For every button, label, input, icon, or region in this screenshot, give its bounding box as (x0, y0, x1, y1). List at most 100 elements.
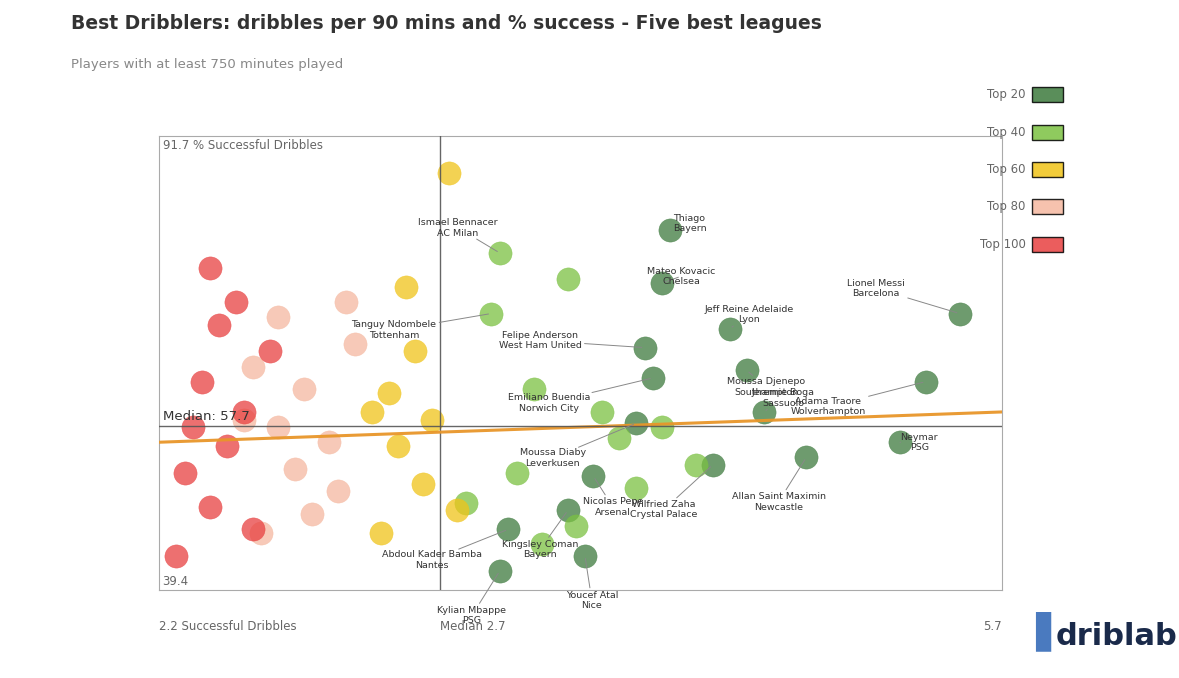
Point (371, 527, 390, 538)
Point (388, 441, 407, 452)
Text: Top 20: Top 20 (987, 88, 1026, 102)
Point (345, 338, 364, 349)
Text: Moussa Diaby
Leverkusen: Moussa Diaby Leverkusen (520, 424, 633, 468)
Text: Tanguy Ndombele
Tottenham: Tanguy Ndombele Tottenham (351, 314, 488, 340)
Text: Kylian Mbappe
PSG: Kylian Mbappe PSG (437, 574, 507, 625)
Point (737, 365, 756, 376)
Text: Jeremie Boga
Sassuolo: Jeremie Boga Sassuolo (752, 388, 815, 410)
Text: Youcef Atal
Nice: Youcef Atal Nice (566, 559, 618, 610)
Point (192, 376, 211, 387)
Point (652, 422, 671, 433)
Point (422, 414, 441, 425)
Point (755, 407, 773, 418)
Point (200, 501, 219, 512)
Point (440, 168, 459, 179)
Point (184, 422, 203, 433)
Point (176, 467, 195, 478)
Text: Felipe Anderson
West Ham United: Felipe Anderson West Ham United (499, 331, 641, 351)
Text: Best Dribblers: dribbles per 90 mins and % success - Five best leagues: Best Dribblers: dribbles per 90 mins and… (71, 14, 822, 33)
Point (703, 460, 722, 471)
Point (396, 281, 415, 292)
Point (166, 551, 185, 561)
Point (626, 418, 645, 428)
Point (269, 422, 288, 433)
Text: Nicolas Pepe
Arsenal: Nicolas Pepe Arsenal (582, 479, 643, 517)
Point (243, 524, 262, 535)
Text: Abdoul Kader Bamba
Nantes: Abdoul Kader Bamba Nantes (382, 530, 506, 570)
Text: Median 2.7: Median 2.7 (440, 620, 506, 633)
Text: Top 40: Top 40 (987, 125, 1026, 139)
Point (226, 297, 245, 308)
Point (567, 520, 586, 531)
Point (261, 346, 279, 357)
Text: 39.4: 39.4 (163, 574, 189, 588)
Point (533, 539, 552, 550)
Text: Neymar
PSG: Neymar PSG (900, 433, 938, 452)
Point (890, 437, 909, 447)
Point (363, 407, 382, 418)
Point (559, 505, 578, 516)
Text: Allan Saint Maximin
Newcastle: Allan Saint Maximin Newcastle (731, 460, 825, 511)
Text: Mateo Kovacic
Chelsea: Mateo Kovacic Chelsea (647, 266, 716, 286)
Point (490, 247, 509, 258)
Text: 91.7 % Successful Dribbles: 91.7 % Successful Dribbles (163, 140, 323, 153)
Point (235, 407, 253, 418)
Point (243, 361, 262, 372)
Text: Emiliano Buendia
Norwich City: Emiliano Buendia Norwich City (508, 378, 651, 413)
Point (644, 372, 663, 383)
Text: Jeff Reine Adelaide
Lyon: Jeff Reine Adelaide Lyon (705, 305, 793, 327)
Text: Thiago
Bayern: Thiago Bayern (670, 214, 706, 233)
Point (456, 498, 475, 508)
Point (525, 384, 544, 395)
Point (380, 388, 399, 399)
Text: 5.7: 5.7 (983, 620, 1002, 633)
Point (720, 323, 739, 334)
Text: Top 80: Top 80 (987, 200, 1026, 214)
Point (916, 376, 935, 387)
Point (252, 527, 271, 538)
Point (652, 278, 671, 289)
Point (950, 308, 969, 319)
Point (303, 508, 322, 519)
Point (218, 441, 237, 452)
Point (797, 452, 816, 463)
Point (507, 467, 526, 478)
Text: Median: 57.7: Median: 57.7 (163, 410, 249, 423)
Text: 2.2 Successful Dribbles: 2.2 Successful Dribbles (159, 620, 297, 633)
Point (610, 433, 628, 444)
Point (686, 460, 705, 471)
Text: Ismael Bennacer
AC Milan: Ismael Bennacer AC Milan (419, 218, 498, 252)
Text: driblab: driblab (1055, 622, 1177, 651)
Text: Moussa Djenepo
Southampton: Moussa Djenepo Southampton (727, 372, 805, 397)
Text: ▐: ▐ (1020, 611, 1049, 651)
Point (329, 486, 348, 497)
Point (499, 524, 518, 535)
Point (559, 274, 578, 285)
Point (593, 407, 612, 418)
Point (490, 565, 509, 576)
Point (269, 312, 288, 323)
Text: Top 100: Top 100 (980, 237, 1026, 251)
Point (482, 308, 501, 319)
Point (660, 225, 679, 236)
Point (575, 551, 594, 561)
Point (626, 482, 645, 493)
Text: Players with at least 750 minutes played: Players with at least 750 minutes played (71, 58, 343, 71)
Point (635, 342, 654, 353)
Point (406, 346, 424, 357)
Point (337, 297, 356, 308)
Point (235, 414, 253, 425)
Text: Kingsley Coman
Bayern: Kingsley Coman Bayern (502, 513, 578, 559)
Text: Lionel Messi
Barcelona: Lionel Messi Barcelona (848, 279, 957, 313)
Point (295, 384, 314, 395)
Point (210, 319, 229, 330)
Point (320, 437, 338, 447)
Point (414, 479, 433, 490)
Point (448, 505, 467, 516)
Text: Adama Traore
Wolverhampton: Adama Traore Wolverhampton (791, 382, 923, 416)
Text: Wilfried Zaha
Crystal Palace: Wilfried Zaha Crystal Palace (631, 467, 711, 519)
Point (584, 471, 602, 481)
Text: Top 60: Top 60 (987, 163, 1026, 176)
Point (286, 463, 305, 474)
Point (200, 262, 219, 273)
